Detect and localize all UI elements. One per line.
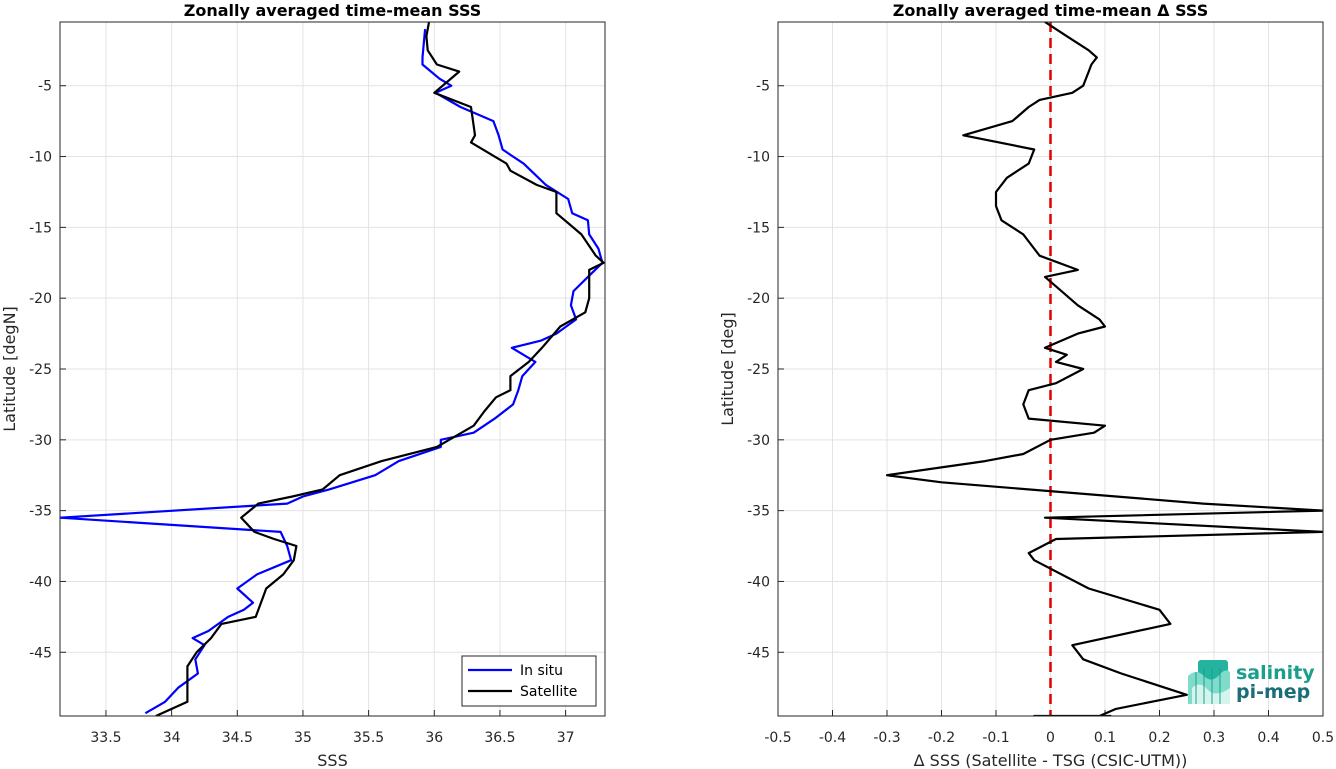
x-tick-label: 36	[425, 730, 443, 746]
x-axis-label: SSS	[317, 751, 347, 769]
y-tick-label: -15	[29, 220, 52, 236]
x-tick-label: -0.3	[873, 730, 900, 746]
logo-wave-icon	[1188, 660, 1230, 704]
legend: In situ Satellite	[461, 655, 597, 707]
y-tick-label: -20	[29, 291, 52, 307]
x-tick-label: 34.5	[222, 730, 253, 746]
y-tick-label: -20	[747, 291, 770, 307]
series-group	[60, 22, 605, 716]
y-tick-label: -15	[747, 220, 770, 236]
y-tick-labels: -5 -10 -15 -20 -25 -30 -35 -40 -45	[29, 79, 52, 662]
x-tick-label: 35.5	[353, 730, 384, 746]
y-tick-label: -45	[29, 645, 52, 661]
y-tick-label: -35	[747, 504, 770, 520]
x-tick-label: 0.2	[1148, 730, 1170, 746]
legend-label-satellite: Satellite	[520, 684, 577, 700]
y-tick-label: -5	[756, 79, 770, 95]
y-tick-label: -10	[747, 150, 770, 166]
x-tick-label: 0.3	[1203, 730, 1225, 746]
y-axis-label: Latitude [degN]	[0, 306, 19, 432]
y-tick-label: -40	[29, 574, 52, 590]
data-lines	[885, 22, 1323, 716]
y-tick-label: -30	[747, 433, 770, 449]
y-tick-label: -25	[29, 362, 52, 378]
x-tick-label: 0	[1046, 730, 1055, 746]
x-tick-label: -0.2	[928, 730, 955, 746]
in-situ-line	[60, 28, 604, 715]
y-tick-label: -30	[29, 433, 52, 449]
salinity-pi-mep-logo: salinity pi-mep	[1188, 660, 1315, 704]
x-tick-label: 0.4	[1257, 730, 1279, 746]
x-tick-labels: -0.5 -0.4 -0.3 -0.2 -0.1 0 0.1 0.2 0.3 0.4 0.5	[764, 730, 1334, 746]
sss-profile-panel: 33.5 34 34.5 35 35.5 36 36.5 37 -5-10-15-20-25-…	[0, 1, 606, 769]
x-tick-label: 35	[294, 730, 312, 746]
y-tick-label: -5	[38, 79, 52, 95]
y-tick-label: -35	[29, 504, 52, 520]
x-tick-label: 0.1	[1094, 730, 1116, 746]
y-tick-label: -25	[747, 362, 770, 378]
satellite-line	[155, 22, 605, 716]
logo-text-salinity: salinity	[1236, 662, 1315, 684]
x-axis-label: Δ SSS (Satellite - TSG (CSIC-UTM))	[914, 751, 1188, 769]
chart-title: Zonally averaged time-mean Δ SSS	[893, 1, 1209, 20]
y-tick-label: -45	[747, 645, 770, 661]
y-tick-labels: -5 -10 -15 -20 -25 -30 -35 -40 -45	[747, 79, 770, 662]
chart-title: Zonally averaged time-mean SSS	[184, 1, 482, 20]
logo-text-pi-mep: pi-mep	[1236, 681, 1310, 703]
axes-frame	[777, 21, 1324, 717]
x-tick-label: 36.5	[484, 730, 515, 746]
x-tick-label: -0.4	[819, 730, 846, 746]
delta-sss-line	[885, 22, 1323, 716]
x-tick-label: 0.5	[1312, 730, 1334, 746]
y-tick-label: -10	[29, 150, 52, 166]
x-tick-label: -0.5	[764, 730, 791, 746]
y-tick-label: -40	[747, 574, 770, 590]
x-tick-label: 37	[557, 730, 575, 746]
legend-box	[461, 655, 597, 707]
x-tick-labels: 33.5 34 34.5 35 35.5 36 36.5 37	[90, 730, 574, 746]
x-tick-label: 33.5	[90, 730, 121, 746]
y-axis-label: Latitude [deg]	[718, 312, 737, 426]
axes-frame	[59, 21, 606, 717]
data-lines	[60, 22, 605, 716]
legend-label-in-situ: In situ	[520, 663, 563, 679]
series-group	[885, 22, 1323, 716]
x-tick-label: 34	[163, 730, 181, 746]
x-tick-label: -0.1	[982, 730, 1009, 746]
delta-sss-panel: -0.5 -0.4 -0.3 -0.2 -0.1 0 0.1 0.2 0.3 0.4 0.5 -5-…	[718, 1, 1334, 769]
